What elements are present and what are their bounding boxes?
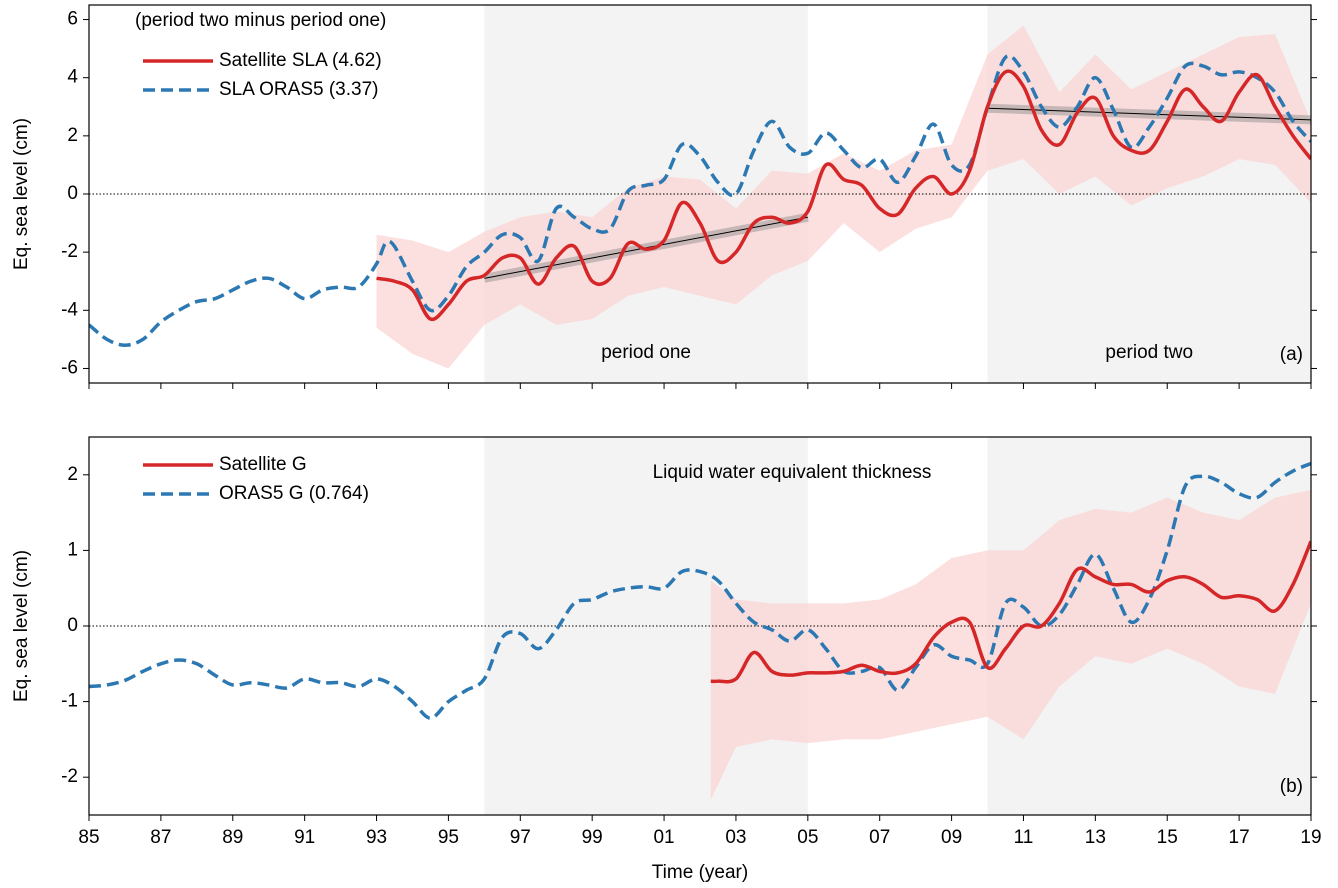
y-tick-label: -2 (61, 241, 78, 262)
annotation: Liquid water equivalent thickness (653, 462, 932, 483)
y-tick-label: -2 (61, 766, 78, 787)
x-tick-label: 95 (438, 827, 459, 848)
y-tick-label: 0 (67, 615, 78, 636)
y-axis-label: Eq. sea level (cm) (11, 118, 32, 270)
x-tick-label: 11 (1014, 827, 1034, 848)
y-tick-label: 2 (67, 125, 78, 146)
x-tick-label: 01 (653, 827, 674, 848)
panel-label: (b) (1280, 776, 1303, 797)
y-tick-label: -1 (61, 691, 78, 712)
x-tick-label: 85 (78, 827, 99, 848)
y-tick-label: -4 (61, 299, 78, 320)
annotation: (period two minus period one) (135, 10, 386, 31)
x-tick-label: 89 (222, 827, 243, 848)
period-label: period two (1105, 342, 1193, 363)
x-tick-label: 17 (1229, 827, 1250, 848)
y-tick-label: 2 (67, 464, 78, 485)
x-tick-label: 03 (725, 827, 746, 848)
x-tick-label: 13 (1085, 827, 1106, 848)
x-tick-label: 87 (150, 827, 171, 848)
x-tick-label: 93 (366, 827, 387, 848)
x-tick-label: 15 (1157, 827, 1178, 848)
y-tick-label: 0 (67, 183, 78, 204)
y-tick-label: -6 (61, 357, 78, 378)
x-tick-label: 99 (582, 827, 603, 848)
legend-label: ORAS5 G (0.764) (219, 483, 369, 504)
period-label: period one (601, 342, 691, 363)
x-tick-label: 97 (510, 827, 531, 848)
y-axis-label: Eq. sea level (cm) (11, 550, 32, 702)
trend-line (987, 107, 1311, 121)
x-tick-label: 91 (294, 827, 315, 848)
legend-label: SLA ORAS5 (3.37) (219, 79, 378, 100)
series-line (89, 54, 1311, 347)
plot-area (89, 5, 1311, 383)
series-line (89, 461, 1311, 720)
y-tick-label: 1 (67, 539, 78, 560)
plot-area (89, 437, 1311, 815)
x-tick-label: 09 (941, 827, 962, 848)
x-axis-label: Time (year) (652, 862, 748, 883)
panel-label: (a) (1280, 344, 1303, 365)
legend-label: Satellite SLA (4.62) (219, 50, 382, 71)
legend-label: Satellite G (219, 454, 307, 475)
y-tick-label: 6 (67, 9, 78, 30)
spread-band (710, 489, 1311, 800)
x-tick-label: 19 (1300, 827, 1321, 848)
x-tick-label: 05 (797, 827, 818, 848)
series-line (376, 69, 1311, 322)
series-line (710, 540, 1311, 684)
y-tick-label: 4 (67, 67, 78, 88)
x-tick-label: 07 (869, 827, 890, 848)
